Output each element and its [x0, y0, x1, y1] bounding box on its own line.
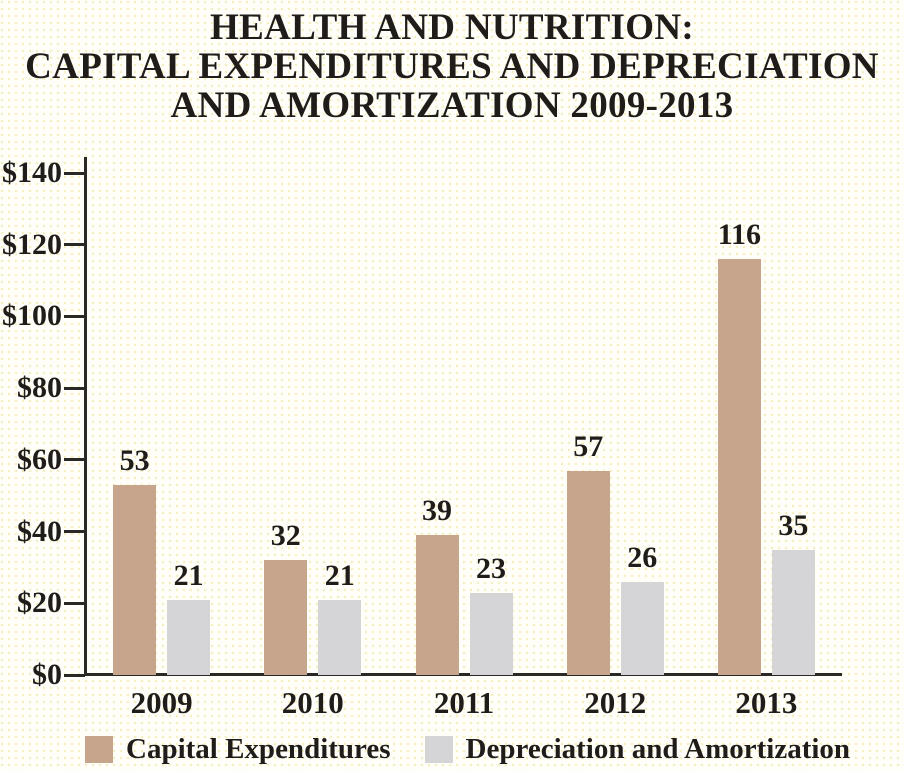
chart-title-line-2: CAPITAL EXPENDITURES AND DEPRECIATION [25, 46, 879, 87]
bar-value-label: 53 [119, 443, 150, 477]
y-tick-label: $120 [2, 227, 62, 261]
bar-value-label: 116 [717, 218, 762, 252]
bar-capital-expenditures-2010 [264, 560, 308, 675]
y-tick-label: $140 [2, 156, 62, 189]
y-tick-mark [64, 243, 85, 247]
y-tick-mark [64, 530, 85, 534]
y-tick-mark [64, 171, 85, 175]
chart-title-line-1: HEALTH AND NUTRITION: [210, 7, 694, 48]
bar-value-label: 39 [422, 494, 452, 528]
y-tick-mark [64, 314, 85, 318]
y-tick-label: $40 [17, 514, 62, 548]
y-tick-label: $60 [17, 442, 62, 476]
bar-value-label: 21 [173, 558, 204, 592]
y-axis-line [84, 157, 87, 676]
bar-value-label: 23 [476, 551, 506, 585]
legend-item: Depreciation and Amortization [424, 733, 851, 765]
bar-value-label: 21 [324, 558, 355, 592]
x-tick-label-2010: 2010 [281, 685, 344, 720]
x-tick-label-2013: 2013 [735, 685, 798, 720]
chart-title-line-3: AND AMORTIZATION 2009-2013 [170, 85, 734, 126]
x-tick-label-2012: 2012 [584, 685, 647, 720]
bar-depreciation-and-amortization-2010 [318, 599, 362, 675]
bar-capital-expenditures-2011 [415, 535, 459, 675]
y-tick-mark [64, 673, 85, 677]
x-tick-label-2009: 2009 [130, 685, 193, 720]
x-axis-line [84, 673, 842, 676]
bar-depreciation-and-amortization-2013 [771, 549, 815, 675]
y-tick-mark [64, 458, 85, 462]
bar-value-label: 26 [627, 540, 658, 574]
y-tick-label: $100 [2, 299, 62, 333]
bar-capital-expenditures-2013 [717, 259, 761, 675]
bar-depreciation-and-amortization-2012 [620, 581, 664, 675]
bar-value-label: 35 [778, 508, 809, 542]
bar-depreciation-and-amortization-2009 [167, 599, 211, 675]
bar-depreciation-and-amortization-2011 [469, 592, 513, 675]
x-tick-label-2011: 2011 [433, 685, 495, 720]
bar-value-label: 32 [270, 519, 301, 553]
legend-swatch-icon [424, 735, 453, 763]
y-tick-label: $80 [17, 371, 62, 405]
y-tick-mark [64, 386, 85, 390]
y-tick-label: $20 [17, 586, 62, 620]
y-tick-label: $0 [32, 658, 62, 691]
legend-label: Depreciation and Amortization [465, 733, 851, 765]
bar-capital-expenditures-2009 [113, 484, 157, 675]
legend-label: Capital Expenditures [126, 733, 391, 765]
legend-item: Capital Expenditures [85, 734, 391, 764]
bar-value-label: 57 [573, 429, 604, 463]
chart-title: HEALTH AND NUTRITION: CAPITAL EXPENDITUR… [0, 8, 904, 125]
legend: Capital Expenditures Depreciation and Amo… [85, 730, 850, 768]
y-tick-mark [64, 601, 85, 605]
bar-capital-expenditures-2012 [566, 470, 610, 675]
legend-swatch-icon [85, 735, 113, 763]
